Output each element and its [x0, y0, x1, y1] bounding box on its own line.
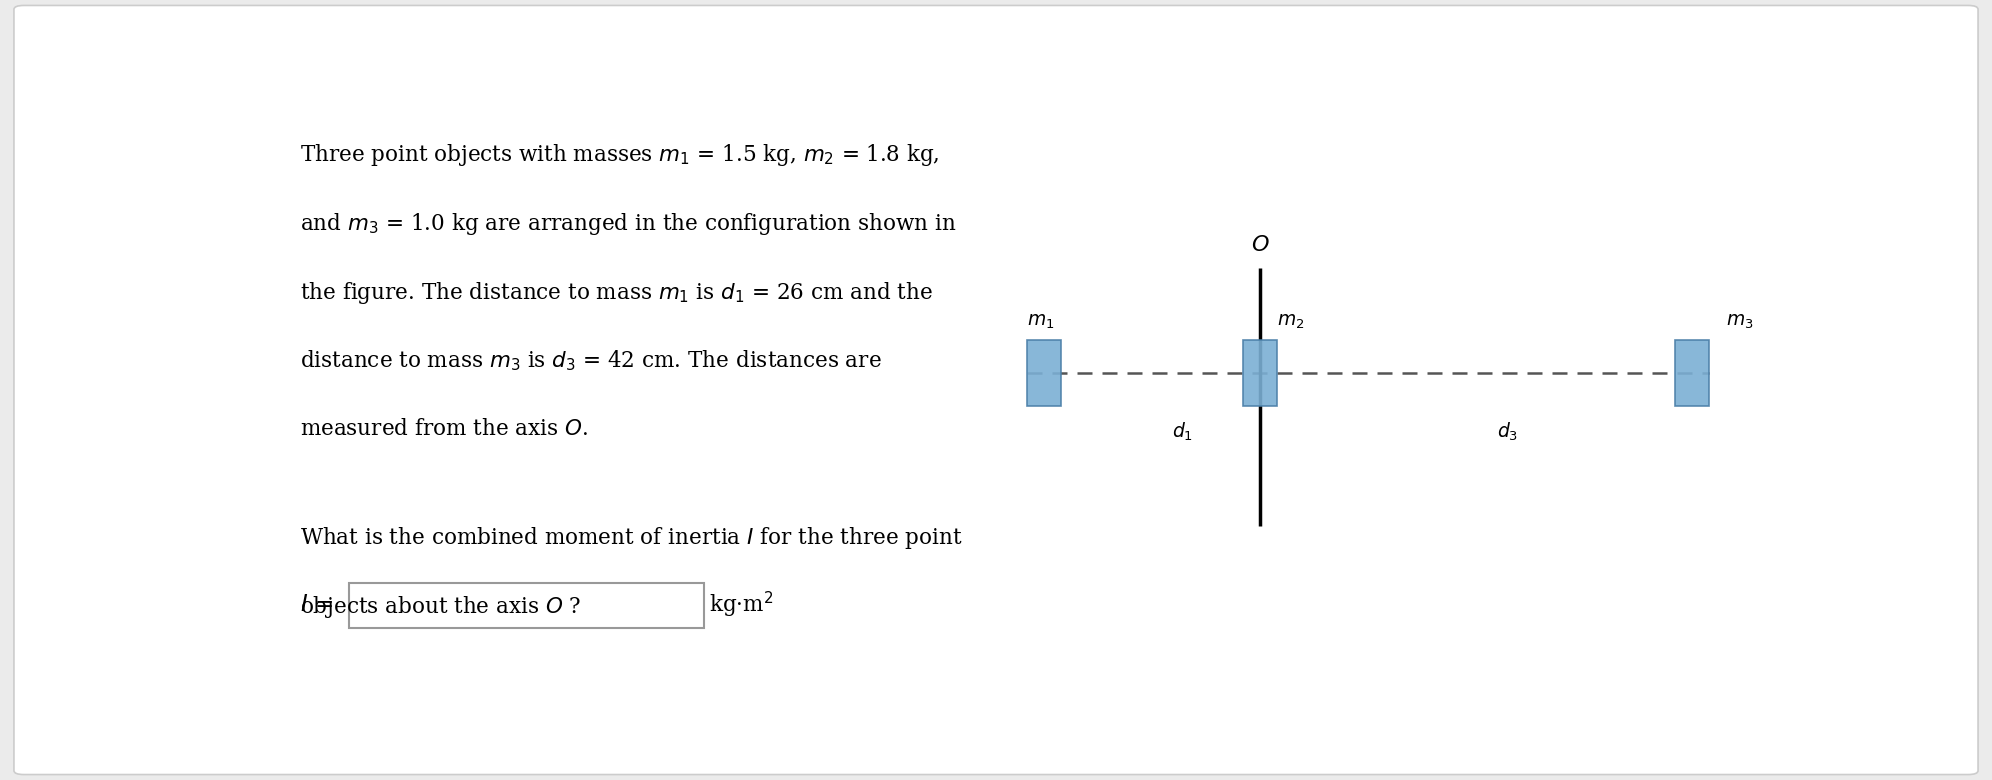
Text: What is the combined moment of inertia $I$ for the three point: What is the combined moment of inertia $…: [301, 525, 962, 551]
Text: kg·m$^2$: kg·m$^2$: [709, 590, 773, 620]
Text: $m_2$: $m_2$: [1277, 313, 1305, 331]
Text: Three point objects with masses $m_1$ = 1.5 kg, $m_2$ = 1.8 kg,: Three point objects with masses $m_1$ = …: [301, 142, 940, 168]
Text: measured from the axis $O$.: measured from the axis $O$.: [301, 418, 588, 440]
Text: $O$: $O$: [1251, 234, 1269, 256]
Bar: [1243, 340, 1277, 406]
Text: the figure. The distance to mass $m_1$ is $d_1$ = 26 cm and the: the figure. The distance to mass $m_1$ i…: [301, 280, 932, 306]
Text: $d_3$: $d_3$: [1496, 421, 1518, 443]
Text: $d_1$: $d_1$: [1173, 421, 1193, 443]
Bar: [1028, 340, 1062, 406]
Bar: [1675, 340, 1709, 406]
Text: $m_3$: $m_3$: [1727, 313, 1753, 331]
Bar: [349, 583, 705, 628]
Text: $m_1$: $m_1$: [1028, 313, 1054, 331]
Text: objects about the axis $O$ ?: objects about the axis $O$ ?: [301, 594, 582, 620]
Text: $I$ =: $I$ =: [301, 594, 333, 616]
Text: distance to mass $m_3$ is $d_3$ = 42 cm. The distances are: distance to mass $m_3$ is $d_3$ = 42 cm.…: [301, 349, 882, 374]
Text: and $m_3$ = 1.0 kg are arranged in the configuration shown in: and $m_3$ = 1.0 kg are arranged in the c…: [301, 211, 956, 236]
